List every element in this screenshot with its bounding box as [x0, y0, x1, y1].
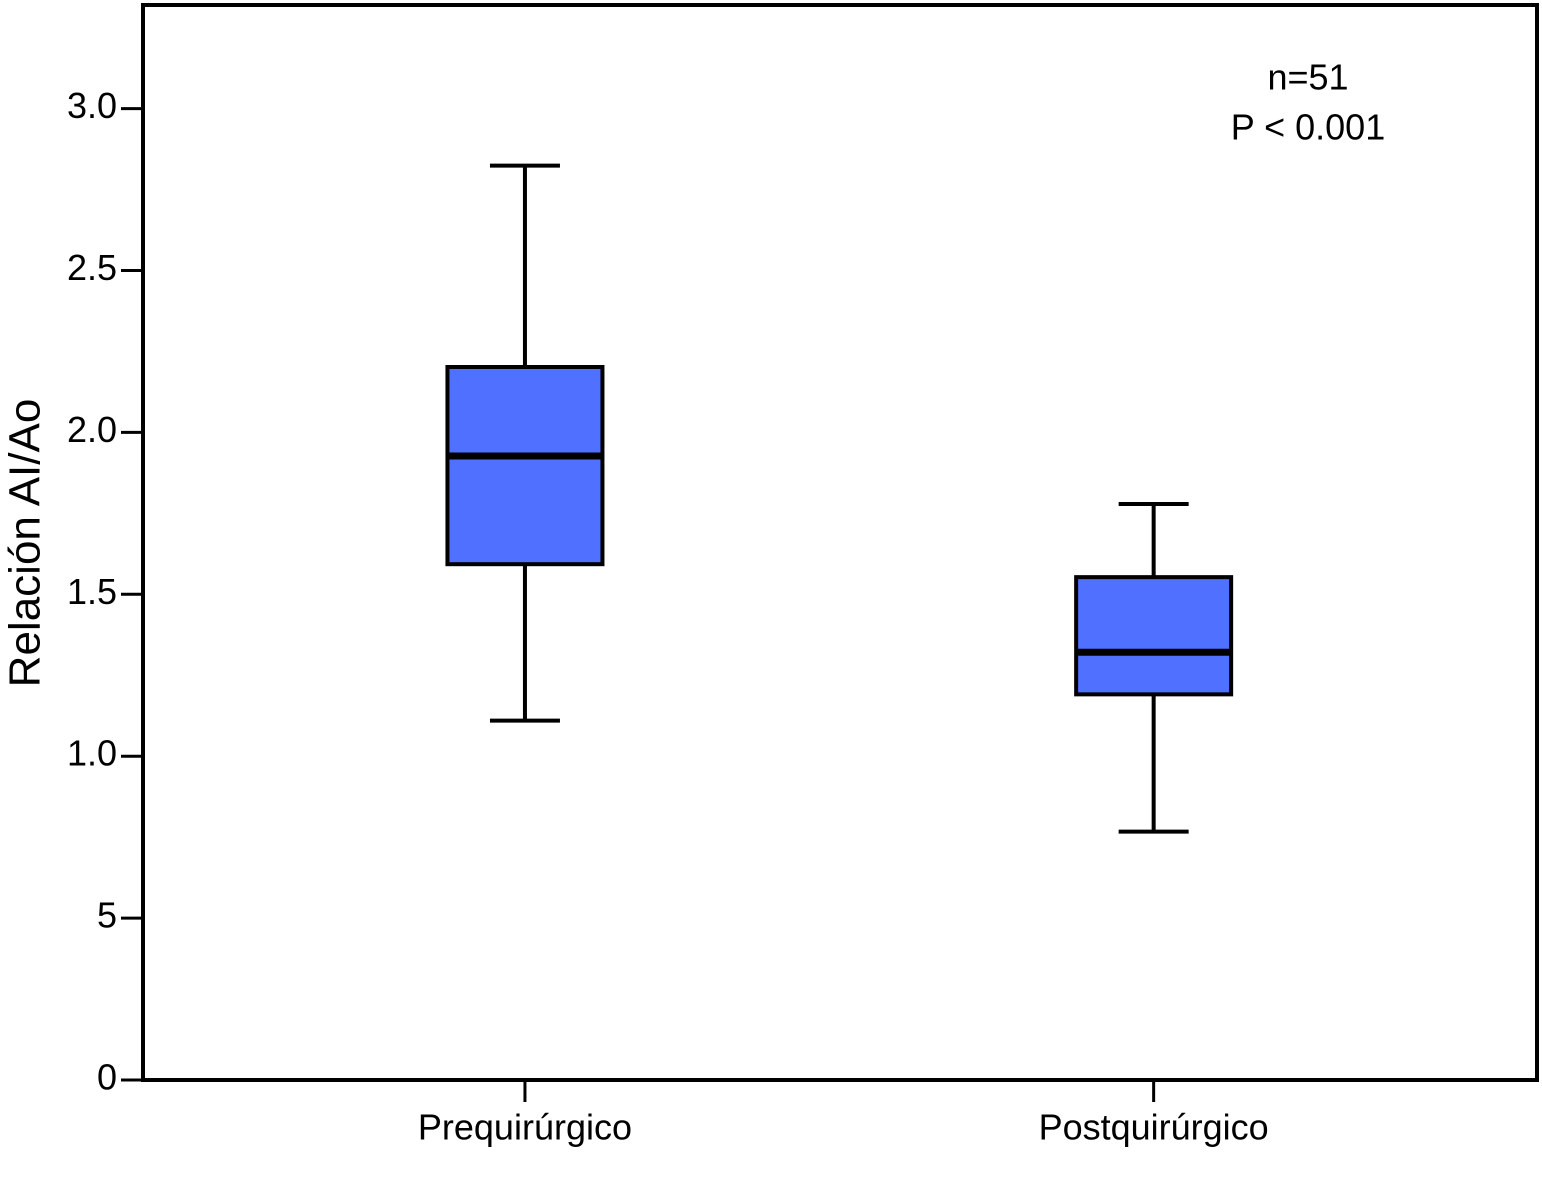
y-axis-label: Relación AI/Ao: [1, 399, 50, 688]
y-tick-label: 0: [97, 1057, 117, 1098]
annotation: P < 0.001: [1231, 107, 1385, 148]
y-tick-label: 3.0: [67, 85, 117, 126]
plot-frame: [141, 3, 1539, 1082]
box: [445, 365, 605, 567]
x-tick-label: Prequirúrgico: [418, 1107, 632, 1148]
y-tick-label: 2.0: [67, 409, 117, 450]
y-tick-label: 5: [97, 895, 117, 936]
annotation: n=51: [1267, 57, 1348, 98]
y-tick-label: 1.0: [67, 733, 117, 774]
y-tick-label: 1.5: [67, 571, 117, 612]
x-tick-label: Postquirúrgico: [1039, 1107, 1269, 1148]
box: [1074, 575, 1234, 697]
y-tick-label: 2.5: [67, 247, 117, 288]
